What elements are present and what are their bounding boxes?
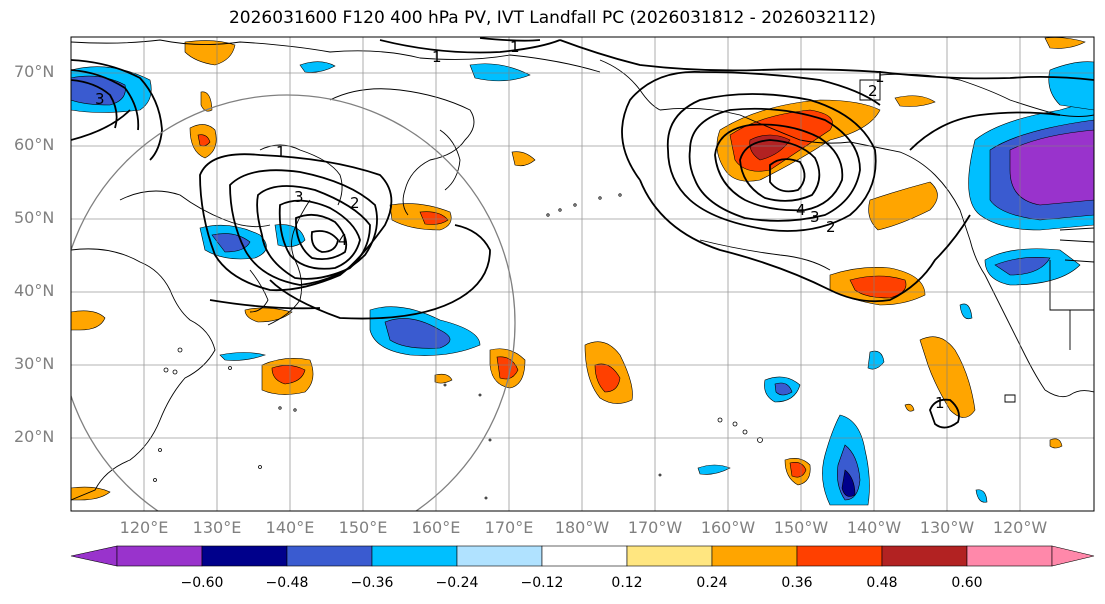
- contour-labels: 1 1 1 1 1 2 2 2 3 3 3 4 4: [95, 38, 945, 412]
- lon-label: 150°E: [338, 518, 388, 537]
- map-frame: [70, 36, 1095, 512]
- colorbar: [70, 545, 1095, 567]
- colorbar-tick-label: 0.36: [781, 575, 813, 591]
- lon-label: 170°W: [627, 518, 683, 537]
- lat-label: 60°N: [14, 135, 55, 154]
- lon-label: 180°W: [554, 518, 610, 537]
- contour-label: 3: [294, 188, 304, 206]
- contour-label: 1: [510, 38, 520, 56]
- colorbar-tick-label: −0.24: [435, 575, 479, 591]
- lon-label: 150°W: [773, 518, 829, 537]
- lat-label: 20°N: [14, 427, 55, 446]
- pv-shading: [71, 37, 1094, 506]
- lat-label: 30°N: [14, 354, 55, 373]
- contour-label: 1: [432, 48, 442, 66]
- colorbar-segment: [116, 545, 203, 567]
- contour-label: 2: [350, 194, 360, 212]
- colorbar-segment: [541, 545, 628, 567]
- lon-label: 160°W: [700, 518, 756, 537]
- contour-label: 4: [338, 231, 348, 249]
- colorbar-segment: [711, 545, 798, 567]
- colorbar-max-extend: [1051, 545, 1095, 567]
- colorbar-tick-label: 0.48: [866, 575, 898, 591]
- lon-label: 160°E: [411, 518, 461, 537]
- lon-label: 140°W: [846, 518, 902, 537]
- colorbar-segment: [966, 545, 1053, 567]
- coastlines: [71, 39, 1094, 501]
- ivt-contours: [71, 37, 1094, 429]
- lat-label: 70°N: [14, 62, 55, 81]
- colorbar-segment: [201, 545, 288, 567]
- contour-label: 1: [875, 68, 885, 86]
- lat-label: 40°N: [14, 281, 55, 300]
- lon-label: 130°W: [919, 518, 975, 537]
- landfall-region-circle: [71, 94, 516, 511]
- map-plot-area: 1 1 1 1 1 2 2 2 3 3 3 4 4: [71, 37, 1094, 511]
- contour-label: 3: [95, 90, 105, 108]
- colorbar-segment: [626, 545, 713, 567]
- gridlines: [71, 37, 1094, 511]
- colorbar-min-extend: [70, 545, 118, 567]
- colorbar-segment: [881, 545, 968, 567]
- colorbar-tick-label: 0.24: [696, 575, 728, 591]
- contour-label: 3: [810, 208, 820, 226]
- colorbar-tick-label: −0.36: [350, 575, 394, 591]
- colorbar-tick-label: 0.12: [611, 575, 643, 591]
- lon-label: 120°E: [119, 518, 169, 537]
- islands: [153, 193, 763, 500]
- colorbar-tick-label: −0.48: [265, 575, 309, 591]
- contour-label: 2: [868, 82, 878, 100]
- colorbar-segment: [796, 545, 883, 567]
- lon-label: 120°W: [992, 518, 1048, 537]
- colorbar-tick-label: −0.12: [520, 575, 564, 591]
- lon-label: 130°E: [192, 518, 242, 537]
- colorbar-segment: [371, 545, 458, 567]
- colorbar-tick-label: −0.60: [180, 575, 224, 591]
- lat-label: 50°N: [14, 208, 55, 227]
- colorbar-tick-label: 0.60: [951, 575, 983, 591]
- lon-label: 170°E: [484, 518, 534, 537]
- contour-label: 4: [796, 201, 806, 219]
- colorbar-segment: [456, 545, 543, 567]
- map-title: 2026031600 F120 400 hPa PV, IVT Landfall…: [228, 8, 876, 28]
- contour-label: 1: [276, 143, 286, 161]
- contour-label: 2: [826, 218, 836, 236]
- contour-label: 1: [935, 394, 945, 412]
- lon-label: 140°E: [265, 518, 315, 537]
- colorbar-segment: [286, 545, 373, 567]
